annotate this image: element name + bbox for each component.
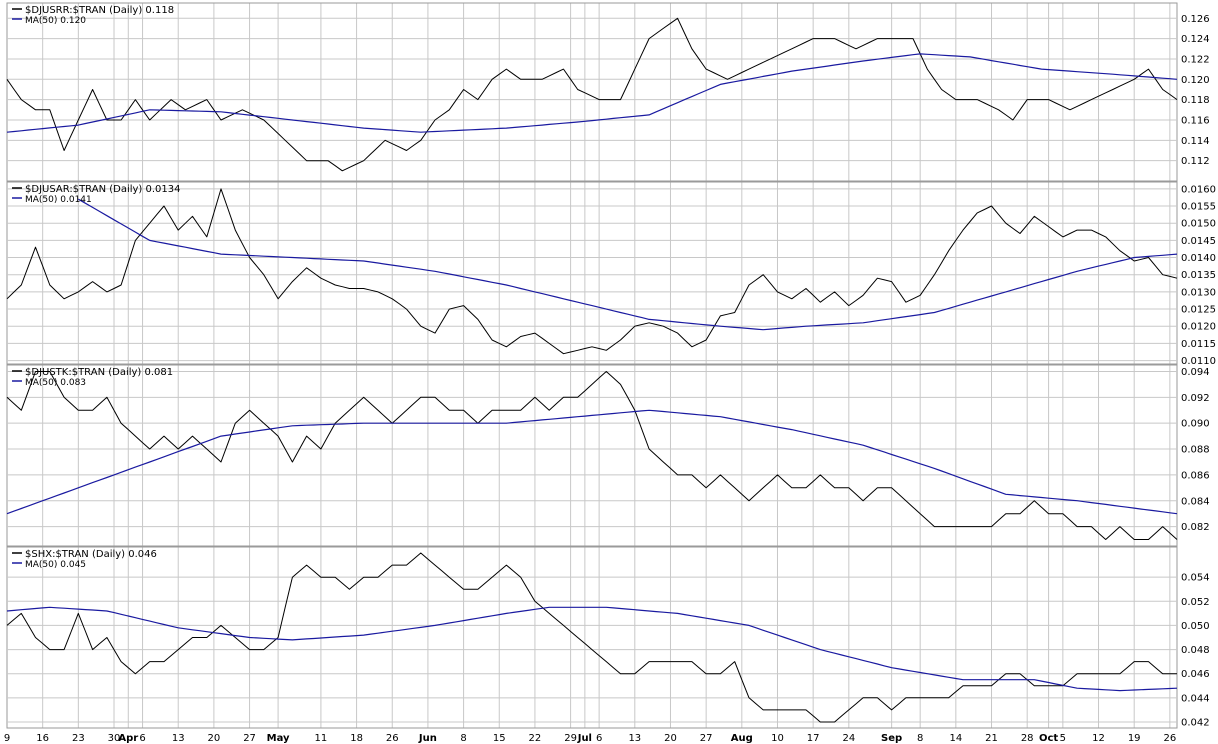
x-tick-label: 14 <box>949 733 962 744</box>
x-tick-label: 15 <box>493 733 506 744</box>
x-tick-label: 22 <box>529 733 542 744</box>
y-tick-label: 0.0115 <box>1181 339 1216 350</box>
y-tick-label: 0.092 <box>1181 393 1210 404</box>
x-tick-label: 30 <box>108 733 121 744</box>
y-tick-label: 0.088 <box>1181 445 1210 456</box>
y-tick-label: 0.0150 <box>1181 219 1216 230</box>
price-line <box>6 371 1178 540</box>
panel-ma-label: MA(50) 0.0141 <box>25 195 92 205</box>
x-tick-label: 12 <box>1092 733 1105 744</box>
ma50-line <box>6 409 1178 515</box>
panel-frame <box>6 364 1178 547</box>
x-tick-label: Sep <box>881 733 902 744</box>
x-tick-label: 26 <box>1163 733 1176 744</box>
y-tick-label: 0.116 <box>1181 115 1210 126</box>
y-tick-label: 0.126 <box>1181 14 1210 25</box>
x-tick-label: 9 <box>4 733 10 744</box>
panel-title: $DJUSTK:$TRAN (Daily) 0.081 <box>25 367 173 378</box>
y-tick-label: 0.120 <box>1181 75 1210 86</box>
y-tick-label: 0.046 <box>1181 669 1210 680</box>
price-line <box>6 188 1178 355</box>
y-tick-label: 0.082 <box>1181 522 1210 533</box>
x-tick-label: 18 <box>350 733 363 744</box>
y-tick-label: 0.042 <box>1181 717 1210 728</box>
y-tick-label: 0.114 <box>1181 136 1210 147</box>
x-tick-label: Apr <box>118 733 138 744</box>
x-tick-label: 28 <box>1021 733 1034 744</box>
x-tick-label: 13 <box>172 733 185 744</box>
ma50-line <box>6 606 1178 692</box>
y-tick-label: 0.122 <box>1181 54 1210 65</box>
panel-ma-label: MA(50) 0.120 <box>25 16 86 26</box>
x-tick-label: 21 <box>985 733 998 744</box>
x-tick-label: 29 <box>564 733 577 744</box>
x-tick-label: 6 <box>139 733 145 744</box>
y-tick-label: 0.112 <box>1181 156 1210 167</box>
x-tick-label: Jul <box>577 733 592 744</box>
x-tick-label: 27 <box>700 733 713 744</box>
panel-ma-label: MA(50) 0.083 <box>25 378 86 388</box>
y-tick-label: 0.094 <box>1181 367 1210 378</box>
y-tick-label: 0.124 <box>1181 34 1210 45</box>
price-line <box>6 552 1177 723</box>
y-tick-label: 0.0110 <box>1181 356 1216 367</box>
x-tick-label: 8 <box>917 733 923 744</box>
ma50-line <box>78 198 1178 331</box>
panel-frame <box>6 2 1178 182</box>
x-tick-label: 19 <box>1128 733 1141 744</box>
y-tick-label: 0.0120 <box>1181 322 1216 333</box>
x-tick-label: 16 <box>36 733 49 744</box>
x-tick-label: Oct <box>1039 733 1058 744</box>
y-tick-label: 0.0130 <box>1181 287 1216 298</box>
y-tick-label: 0.086 <box>1181 470 1210 481</box>
x-tick-label: 24 <box>842 733 855 744</box>
y-tick-label: 0.118 <box>1181 95 1210 106</box>
x-tick-label: 13 <box>628 733 641 744</box>
x-tick-label: 17 <box>807 733 820 744</box>
y-tick-label: 0.090 <box>1181 419 1210 430</box>
x-tick-label: Jun <box>418 733 437 744</box>
ma50-line <box>6 53 1178 133</box>
y-tick-label: 0.0135 <box>1181 270 1216 281</box>
y-tick-label: 0.048 <box>1181 645 1210 656</box>
y-tick-label: 0.0145 <box>1181 236 1216 247</box>
panel-title: $DJUSAR:$TRAN (Daily) 0.0134 <box>25 184 181 195</box>
panel-frame <box>6 546 1178 729</box>
x-tick-label: 20 <box>664 733 677 744</box>
x-tick-label: 5 <box>1060 733 1066 744</box>
panel-title: $DJUSRR:$TRAN (Daily) 0.118 <box>25 5 174 16</box>
y-tick-label: 0.044 <box>1181 693 1210 704</box>
panel-frame <box>6 181 1178 365</box>
x-tick-label: 27 <box>243 733 256 744</box>
x-tick-label: 26 <box>386 733 399 744</box>
price-line <box>6 17 1178 172</box>
panel-title: $SHX:$TRAN (Daily) 0.046 <box>25 549 157 560</box>
y-tick-label: 0.0140 <box>1181 253 1216 264</box>
y-tick-label: 0.0125 <box>1181 305 1216 316</box>
x-tick-label: 23 <box>72 733 85 744</box>
y-tick-label: 0.084 <box>1181 496 1210 507</box>
x-tick-label: 11 <box>315 733 328 744</box>
y-tick-label: 0.0160 <box>1181 184 1216 195</box>
x-tick-label: 8 <box>460 733 466 744</box>
x-tick-label: May <box>267 733 290 744</box>
panel-ma-label: MA(50) 0.045 <box>25 560 86 570</box>
y-tick-label: 0.050 <box>1181 621 1210 632</box>
x-tick-label: 6 <box>596 733 602 744</box>
y-tick-label: 0.0155 <box>1181 202 1216 213</box>
x-tick-label: Aug <box>731 733 753 744</box>
y-tick-label: 0.054 <box>1181 573 1210 584</box>
y-tick-label: 0.052 <box>1181 597 1210 608</box>
x-tick-label: 20 <box>208 733 221 744</box>
x-tick-label: 10 <box>771 733 784 744</box>
